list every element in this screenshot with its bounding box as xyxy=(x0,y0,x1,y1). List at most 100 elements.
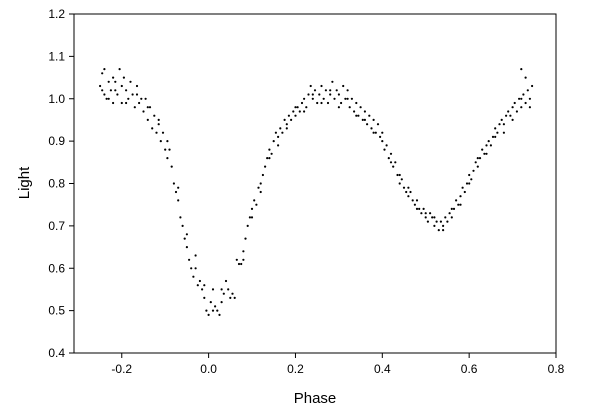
data-point xyxy=(316,101,319,105)
data-point xyxy=(99,84,102,88)
data-point xyxy=(290,118,293,121)
data-point xyxy=(257,186,260,189)
data-point xyxy=(346,97,349,100)
data-point xyxy=(429,212,432,215)
y-tick-label: 1.1 xyxy=(48,49,65,63)
data-point xyxy=(155,131,158,134)
data-point xyxy=(374,131,377,134)
data-point xyxy=(309,84,312,88)
data-point xyxy=(437,229,440,232)
plot-frame xyxy=(73,13,557,354)
data-point xyxy=(216,309,219,312)
data-point xyxy=(287,114,290,117)
data-point xyxy=(329,93,332,96)
data-point xyxy=(144,97,147,100)
data-point xyxy=(248,216,251,219)
data-point xyxy=(381,131,384,134)
data-point xyxy=(277,144,280,147)
data-point xyxy=(376,123,380,126)
data-point xyxy=(522,93,525,96)
data-point xyxy=(324,89,327,92)
data-point xyxy=(348,106,351,109)
data-point xyxy=(129,80,132,83)
data-point xyxy=(300,101,304,105)
data-point xyxy=(125,89,128,92)
data-point xyxy=(185,233,188,236)
data-point xyxy=(450,216,453,219)
data-point xyxy=(398,182,401,185)
data-point xyxy=(394,161,397,164)
y-tick-label: 0.4 xyxy=(48,346,65,360)
y-tick-label: 1.0 xyxy=(48,92,65,106)
data-point xyxy=(294,106,297,109)
data-point xyxy=(415,207,419,210)
data-point xyxy=(502,131,505,134)
data-point xyxy=(112,76,115,79)
data-point xyxy=(511,118,514,121)
data-point xyxy=(305,106,308,109)
data-point xyxy=(270,152,273,155)
data-point xyxy=(303,110,306,113)
data-point xyxy=(407,186,410,189)
data-point xyxy=(422,207,425,210)
data-point xyxy=(151,127,154,130)
data-point xyxy=(344,97,347,100)
data-point xyxy=(402,186,406,189)
data-point xyxy=(498,123,501,126)
data-point xyxy=(489,144,492,147)
x-tick-label: 0.6 xyxy=(461,362,478,376)
x-tick-label: 0.4 xyxy=(374,362,391,376)
data-point xyxy=(253,199,256,202)
data-point xyxy=(122,76,125,79)
data-point xyxy=(118,68,121,71)
data-point xyxy=(476,157,479,160)
data-point xyxy=(372,131,375,134)
data-point xyxy=(500,118,503,121)
data-point xyxy=(433,216,436,219)
data-point xyxy=(168,148,171,151)
data-point xyxy=(166,157,169,160)
data-point xyxy=(463,190,466,194)
data-point xyxy=(411,199,414,202)
data-point xyxy=(368,114,371,117)
data-point xyxy=(142,110,145,113)
data-point xyxy=(303,97,306,100)
data-point xyxy=(313,89,317,92)
x-axis: -0.2 0.0 0.2 0.4 0.6 0.8 xyxy=(111,353,565,376)
data-point xyxy=(209,301,212,304)
data-point xyxy=(426,220,429,223)
data-point xyxy=(385,144,388,147)
data-point xyxy=(103,68,106,71)
data-point xyxy=(520,106,523,109)
data-point xyxy=(138,101,141,105)
data-point xyxy=(409,190,412,194)
x-tick-label: 0.2 xyxy=(287,362,304,376)
data-point xyxy=(192,275,195,278)
y-tick-label: 0.6 xyxy=(48,261,65,275)
data-point xyxy=(513,101,516,105)
data-point xyxy=(109,89,112,92)
data-point xyxy=(476,165,479,168)
data-point xyxy=(207,313,210,316)
data-point xyxy=(281,131,284,134)
data-point xyxy=(240,262,243,266)
data-point xyxy=(103,93,106,96)
data-point xyxy=(335,89,338,92)
data-point xyxy=(346,89,349,92)
data-point xyxy=(259,190,262,194)
data-point xyxy=(474,161,477,164)
data-point xyxy=(396,173,399,177)
data-point xyxy=(389,161,393,164)
data-point xyxy=(398,173,401,177)
data-point xyxy=(468,182,471,185)
data-point xyxy=(524,76,527,79)
data-point xyxy=(502,123,505,126)
data-point xyxy=(355,101,358,105)
data-point xyxy=(478,157,482,160)
data-point xyxy=(153,114,156,117)
data-point xyxy=(442,229,445,232)
data-point xyxy=(268,148,271,151)
data-point xyxy=(359,106,362,109)
data-point xyxy=(452,207,456,210)
data-point xyxy=(125,101,128,105)
